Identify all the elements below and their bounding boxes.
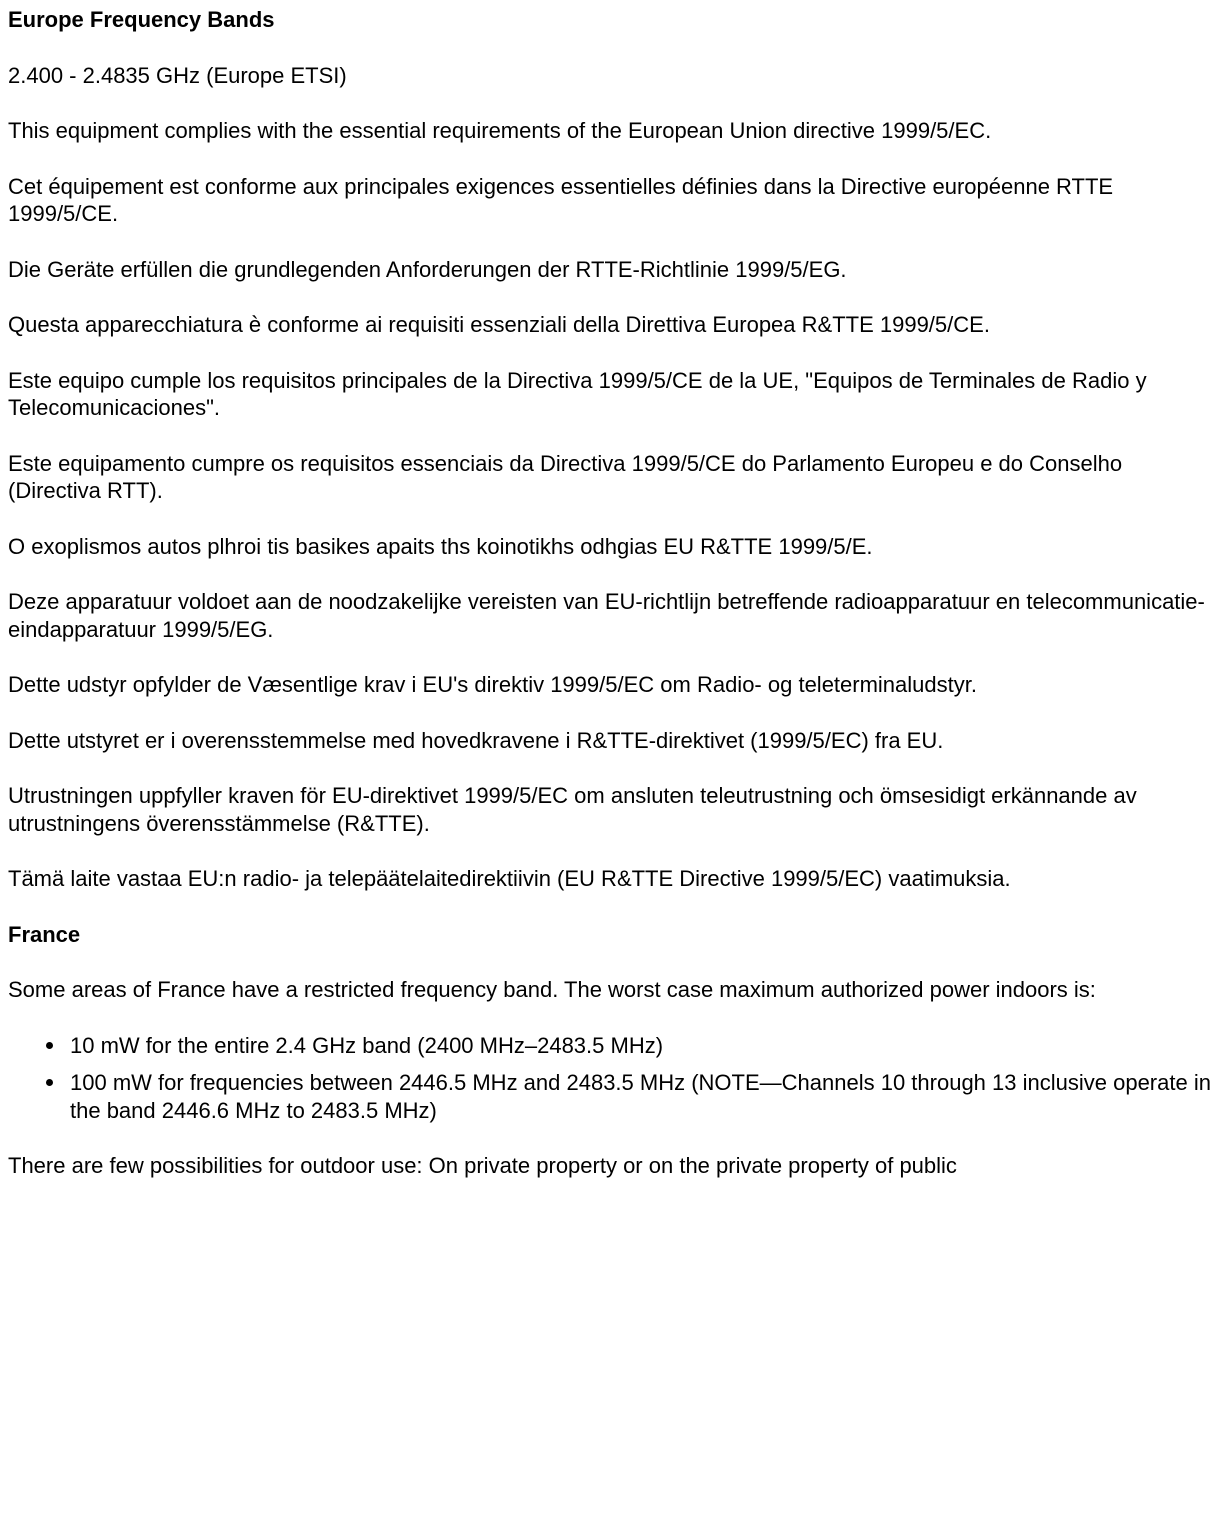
compliance-paragraph-de: Die Geräte erfüllen die grundlegenden An… xyxy=(8,256,1216,284)
compliance-paragraph-sv: Utrustningen uppfyller kraven för EU-dir… xyxy=(8,782,1216,837)
frequency-band-text: 2.400 - 2.4835 GHz (Europe ETSI) xyxy=(8,62,1216,90)
compliance-paragraph-en: This equipment complies with the essenti… xyxy=(8,117,1216,145)
compliance-paragraph-pt: Este equipamento cumpre os requisitos es… xyxy=(8,450,1216,505)
france-power-list: 10 mW for the entire 2.4 GHz band (2400 … xyxy=(8,1032,1216,1125)
compliance-paragraph-da: Dette udstyr opfylder de Væsentlige krav… xyxy=(8,671,1216,699)
compliance-paragraph-it: Questa apparecchiatura è conforme ai req… xyxy=(8,311,1216,339)
compliance-paragraph-no: Dette utstyret er i overensstemmelse med… xyxy=(8,727,1216,755)
france-outro-paragraph: There are few possibilities for outdoor … xyxy=(8,1152,1216,1180)
heading-europe-frequency-bands: Europe Frequency Bands xyxy=(8,6,1216,34)
list-item: 10 mW for the entire 2.4 GHz band (2400 … xyxy=(52,1032,1216,1060)
compliance-paragraph-fr: Cet équipement est conforme aux principa… xyxy=(8,173,1216,228)
list-item: 100 mW for frequencies between 2446.5 MH… xyxy=(52,1069,1216,1124)
compliance-paragraph-es: Este equipo cumple los requisitos princi… xyxy=(8,367,1216,422)
compliance-paragraph-nl: Deze apparatuur voldoet aan de noodzakel… xyxy=(8,588,1216,643)
france-intro-paragraph: Some areas of France have a restricted f… xyxy=(8,976,1216,1004)
compliance-paragraph-fi: Tämä laite vastaa EU:n radio- ja telepää… xyxy=(8,865,1216,893)
heading-france: France xyxy=(8,921,1216,949)
compliance-paragraph-gr: O exoplismos autos plhroi tis basikes ap… xyxy=(8,533,1216,561)
